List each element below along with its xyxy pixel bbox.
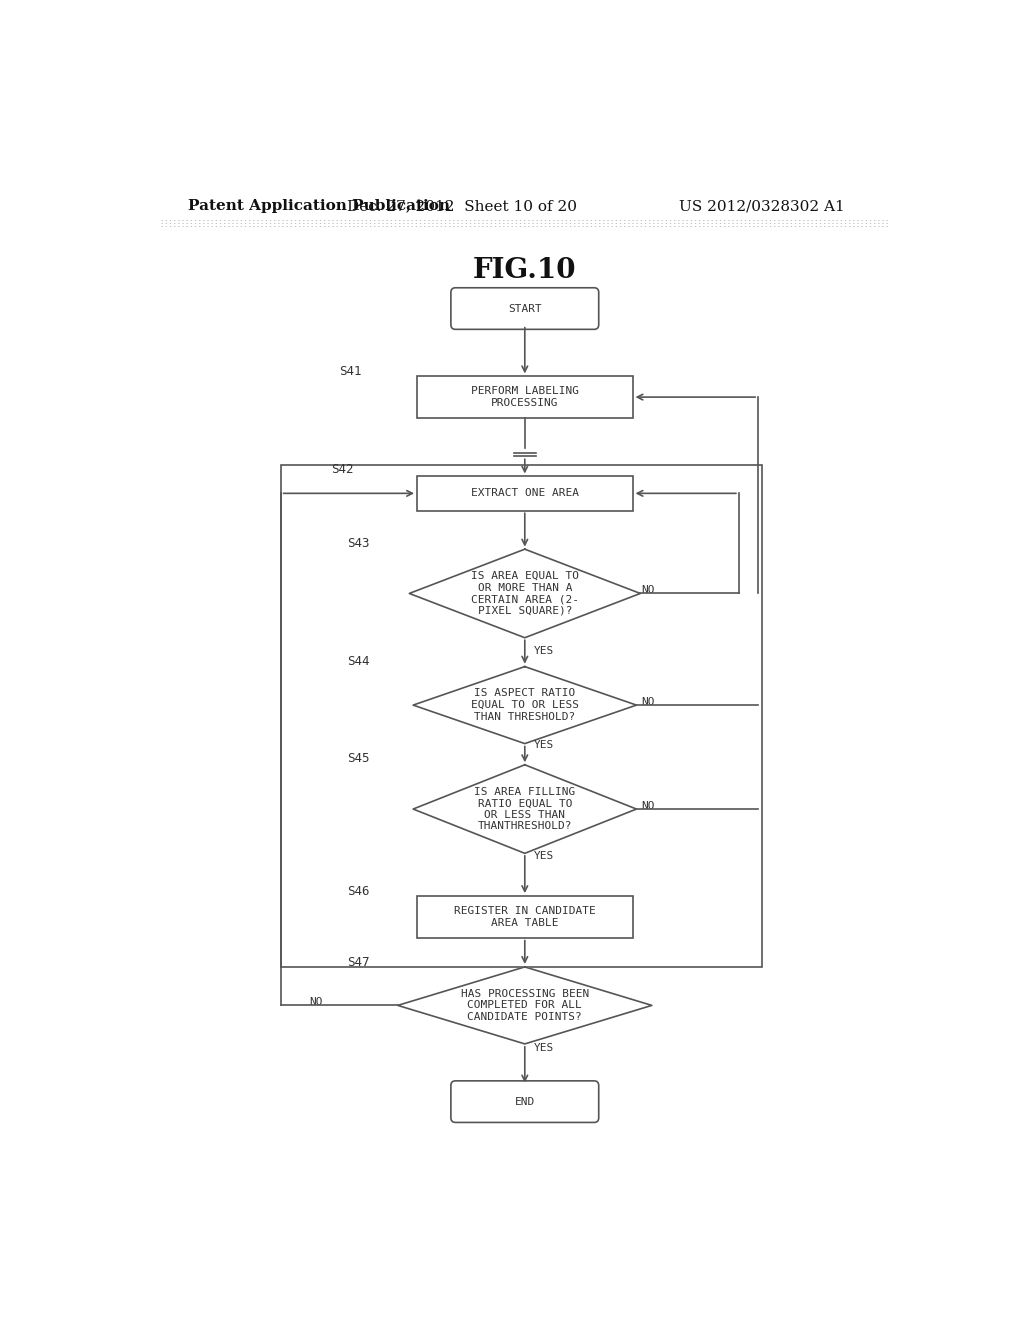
FancyBboxPatch shape	[451, 288, 599, 330]
Bar	[281, 465, 762, 968]
Text: YES: YES	[535, 741, 554, 750]
Text: FIG.10: FIG.10	[473, 256, 577, 284]
Text: S45: S45	[347, 752, 370, 766]
Bar	[417, 477, 633, 511]
Text: S46: S46	[347, 884, 370, 898]
Text: NO: NO	[641, 801, 654, 810]
Text: S42: S42	[332, 463, 354, 477]
Text: NO: NO	[641, 585, 654, 594]
Text: NO: NO	[309, 998, 323, 1007]
Text: S44: S44	[347, 655, 370, 668]
Bar	[417, 376, 633, 418]
Text: Patent Application Publication: Patent Application Publication	[188, 199, 451, 213]
FancyBboxPatch shape	[451, 1081, 599, 1122]
Text: Dec. 27, 2012  Sheet 10 of 20: Dec. 27, 2012 Sheet 10 of 20	[347, 199, 577, 213]
Text: S43: S43	[347, 536, 370, 549]
Text: IS ASPECT RATIO
EQUAL TO OR LESS
THAN THRESHOLD?: IS ASPECT RATIO EQUAL TO OR LESS THAN TH…	[471, 689, 579, 722]
Polygon shape	[410, 549, 640, 638]
Text: US 2012/0328302 A1: US 2012/0328302 A1	[679, 199, 845, 213]
Text: IS AREA EQUAL TO
OR MORE THAN A
CERTAIN AREA (2-
PIXEL SQUARE)?: IS AREA EQUAL TO OR MORE THAN A CERTAIN …	[471, 572, 579, 616]
Bar	[417, 896, 633, 939]
Polygon shape	[413, 764, 637, 853]
Text: NO: NO	[641, 697, 654, 708]
Text: EXTRACT ONE AREA: EXTRACT ONE AREA	[471, 488, 579, 499]
Text: YES: YES	[535, 1043, 554, 1053]
Text: S41: S41	[339, 364, 361, 378]
Text: S47: S47	[347, 956, 370, 969]
Text: HAS PROCESSING BEEN
COMPLETED FOR ALL
CANDIDATE POINTS?: HAS PROCESSING BEEN COMPLETED FOR ALL CA…	[461, 989, 589, 1022]
Text: YES: YES	[535, 647, 554, 656]
Text: END: END	[515, 1097, 535, 1106]
Text: START: START	[508, 304, 542, 314]
Polygon shape	[413, 667, 637, 743]
Text: IS AREA FILLING
RATIO EQUAL TO
OR LESS THAN
THANTHRESHOLD?: IS AREA FILLING RATIO EQUAL TO OR LESS T…	[474, 787, 575, 832]
Polygon shape	[397, 966, 652, 1044]
Text: REGISTER IN CANDIDATE
AREA TABLE: REGISTER IN CANDIDATE AREA TABLE	[454, 906, 596, 928]
Text: PERFORM LABELING
PROCESSING: PERFORM LABELING PROCESSING	[471, 387, 579, 408]
Text: YES: YES	[535, 851, 554, 861]
